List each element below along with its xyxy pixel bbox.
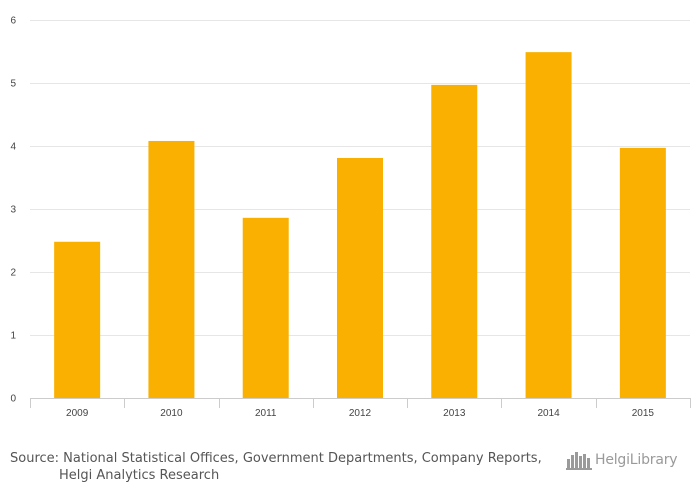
- source-line-2: Helgi Analytics Research: [59, 468, 220, 483]
- bar-2012: [337, 157, 383, 398]
- source-prefix: Source:: [10, 451, 60, 466]
- city-skyline-icon: [566, 452, 592, 470]
- source-note: Source: National Statistical Offices, Go…: [10, 450, 550, 484]
- y-tick-label-3: 3: [10, 205, 16, 216]
- y-tick-label-6: 6: [10, 16, 16, 27]
- bar-2015: [619, 147, 666, 398]
- x-tick-label-2011: 2011: [255, 408, 277, 419]
- x-tick-label-2014: 2014: [537, 408, 560, 419]
- x-tick-label-2013: 2013: [443, 408, 466, 419]
- chart-footer: Source: National Statistical Offices, Go…: [0, 438, 700, 500]
- y-axis-tick-labels: 0 1 2 3 4 5 6: [10, 16, 16, 405]
- y-tick-label-2: 2: [10, 268, 16, 279]
- bars: [54, 52, 666, 398]
- bar-2009: [54, 241, 101, 398]
- bar-2011: [242, 217, 289, 398]
- chart-container: 0 1 2 3 4 5 6 2009 2010 2011 2012 2013 2014 2015: [10, 16, 691, 419]
- y-tick-label-5: 5: [10, 79, 16, 90]
- x-tick-label-2009: 2009: [66, 408, 89, 419]
- logo-text: HelgiLibrary: [595, 452, 678, 468]
- x-axis-tick-labels: 2009 2010 2011 2012 2013 2014 2015: [66, 408, 654, 419]
- x-tick-label-2010: 2010: [160, 408, 183, 419]
- bar-2010: [148, 140, 195, 398]
- y-tick-label-0: 0: [10, 394, 16, 405]
- x-axis: [30, 398, 691, 408]
- y-tick-label-4: 4: [10, 142, 16, 153]
- bar-2013: [431, 84, 478, 398]
- helgi-library-logo[interactable]: HelgiLibrary: [566, 449, 678, 471]
- x-tick-label-2015: 2015: [632, 408, 655, 419]
- bar-chart: 0 1 2 3 4 5 6 2009 2010 2011 2012 2013 2014 2015: [10, 16, 691, 419]
- y-tick-label-1: 1: [10, 331, 16, 342]
- source-line-1: National Statistical Offices, Government…: [63, 451, 542, 466]
- bar-2014: [525, 52, 572, 398]
- x-tick-label-2012: 2012: [349, 408, 372, 419]
